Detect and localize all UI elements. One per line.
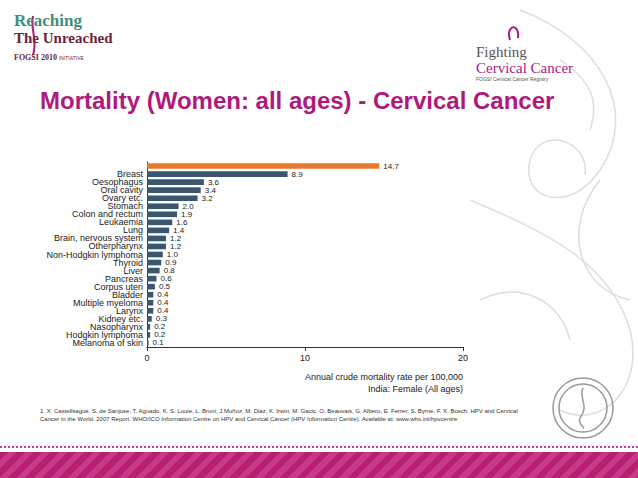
svg-text:0.8: 0.8	[163, 266, 175, 276]
svg-text:Oesophagus: Oesophagus	[92, 177, 143, 188]
svg-text:Ovary etc.: Ovary etc.	[102, 193, 143, 204]
svg-text:Colon and rectum: Colon and rectum	[72, 209, 143, 220]
svg-text:0.1: 0.1	[153, 338, 165, 347]
svg-text:Liver: Liver	[123, 265, 143, 276]
svg-text:1.2: 1.2	[170, 242, 182, 251]
svg-text:Kidney etc.: Kidney etc.	[98, 313, 143, 324]
svg-text:0.4: 0.4	[157, 290, 169, 300]
svg-text:Breast: Breast	[117, 169, 143, 180]
html-text:Fighting: Fighting	[476, 44, 527, 60]
svg-text:Corpus uteri: Corpus uteri	[94, 281, 143, 292]
svg-text:Lung: Lung	[123, 225, 143, 236]
svg-text:0.4: 0.4	[157, 298, 169, 308]
svg-text:Leukaemia: Leukaemia	[99, 217, 143, 228]
svg-text:0.9: 0.9	[165, 258, 177, 267]
svg-text:Oral cavity: Oral cavity	[100, 185, 143, 196]
svg-text:0.2: 0.2	[154, 322, 166, 332]
svg-text:Hodgkin lymphoma: Hodgkin lymphoma	[66, 329, 143, 340]
html-text:Cervical Cancer: Cervical Cancer	[476, 60, 573, 76]
svg-text:0.6: 0.6	[160, 274, 172, 284]
svg-text:Thyroid: Thyroid	[113, 257, 143, 268]
svg-text:India: Female (All ages): India: Female (All ages)	[368, 384, 463, 394]
svg-text:10: 10	[300, 353, 310, 363]
svg-text:Bladder: Bladder	[112, 289, 143, 300]
svg-text:1.9: 1.9	[181, 209, 193, 219]
html-text:1. X. Castellsagué, S. de Sanj: 1. X. Castellsagué, S. de Sanjose, T. Ag…	[40, 408, 518, 422]
svg-text:Brain, nervous system: Brain, nervous system	[54, 233, 143, 244]
svg-text:14.7: 14.7	[383, 162, 399, 171]
svg-text:Annual crude mortality rate pe: Annual crude mortality rate per 100,000	[305, 372, 463, 382]
svg-text:0.2: 0.2	[154, 330, 166, 340]
svg-text:0.3: 0.3	[155, 314, 167, 324]
svg-text:Stomach: Stomach	[107, 201, 143, 212]
svg-text:1.6: 1.6	[176, 217, 188, 227]
svg-text:8.9: 8.9	[292, 170, 304, 179]
svg-text:1.4: 1.4	[173, 225, 185, 235]
svg-text:Pancreas: Pancreas	[105, 273, 143, 284]
svg-text:0.4: 0.4	[157, 306, 169, 316]
svg-text:2.0: 2.0	[182, 201, 194, 211]
svg-text:1.2: 1.2	[170, 233, 182, 243]
html-text:Mortality (Women: all ages) -: Mortality (Women: all ages) - Cervical C…	[40, 87, 555, 114]
svg-text:3.2: 3.2	[202, 194, 214, 203]
svg-text:3.6: 3.6	[207, 177, 219, 187]
svg-text:0.5: 0.5	[158, 282, 170, 292]
html-text:FOGSI 2010INITIATIVE: FOGSI 2010INITIATIVE	[14, 53, 84, 62]
svg-text:3.4: 3.4	[204, 185, 216, 195]
html-text:Reaching: Reaching	[14, 11, 82, 30]
svg-text:1.0: 1.0	[166, 250, 178, 259]
svg-text:Multiple myeloma: Multiple myeloma	[73, 297, 143, 308]
svg-text:Larynx: Larynx	[116, 305, 143, 316]
svg-text:Nasopharynx: Nasopharynx	[90, 321, 143, 332]
html-text:The Unreached: The Unreached	[14, 30, 113, 46]
svg-text:0: 0	[144, 353, 149, 363]
html-text:FOGSI Cervical Cancer Registry: FOGSI Cervical Cancer Registry	[476, 76, 549, 82]
svg-text:Non-Hodgkin lymphoma: Non-Hodgkin lymphoma	[46, 249, 143, 260]
svg-text:Otherpharynx: Otherpharynx	[88, 241, 143, 252]
svg-text:Melanoma of skin: Melanoma of skin	[72, 338, 143, 348]
svg-text:20: 20	[458, 353, 468, 363]
